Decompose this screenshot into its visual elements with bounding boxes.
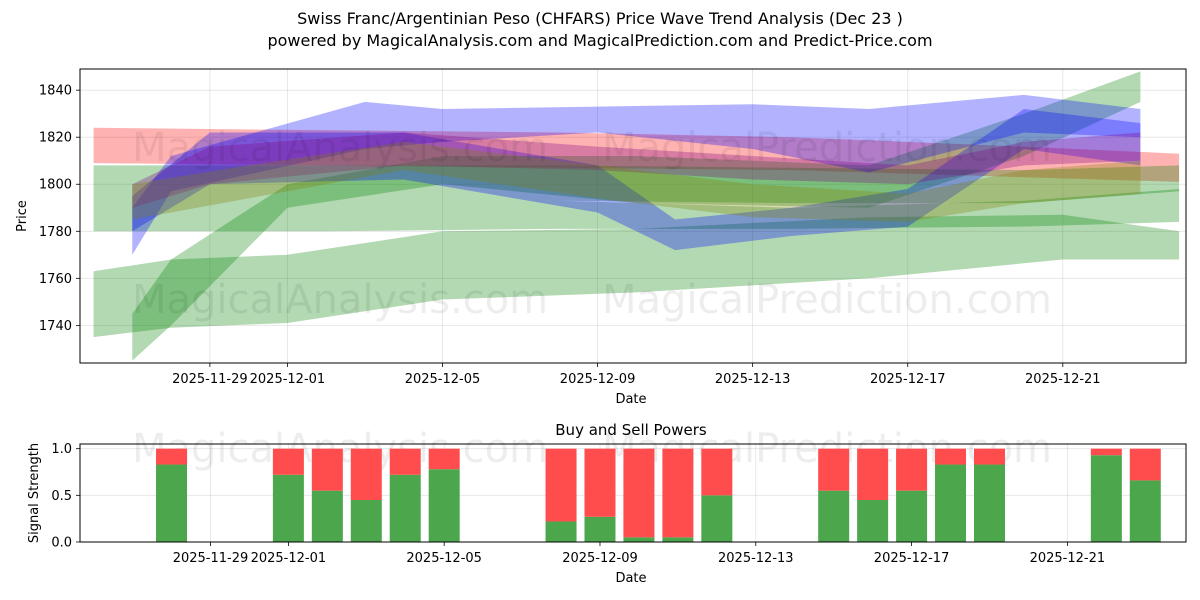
sell-bar xyxy=(389,448,421,475)
signal-x-axis-label: Date xyxy=(615,571,646,586)
sell-bar xyxy=(156,448,188,465)
signal-chart-title: Buy and Sell Powers xyxy=(555,421,707,439)
watermark-magical-analysis: MagicalAnalysis.com xyxy=(132,277,548,323)
signal-x-tick-label: 2025-12-01 xyxy=(251,551,327,566)
signal-plot-frame xyxy=(79,443,1187,543)
sell-bar xyxy=(1129,448,1161,481)
sell-bar xyxy=(701,448,733,496)
price-plot-frame xyxy=(79,68,1187,364)
price-y-tick-label: 1780 xyxy=(39,225,72,240)
price-y-tick-label: 1740 xyxy=(39,319,72,334)
watermark-magical-prediction: MagicalPrediction.com xyxy=(602,277,1052,323)
price-x-tick-label: 2025-12-01 xyxy=(250,372,326,387)
signal-x-tick-label: 2025-12-13 xyxy=(718,551,794,566)
price-y-axis-label: Price xyxy=(15,200,30,232)
buy-bar xyxy=(701,495,733,542)
chart-title-line2: powered by MagicalAnalysis.com and Magic… xyxy=(267,31,933,50)
price-x-tick-label: 2025-12-21 xyxy=(1025,372,1101,387)
sell-bar xyxy=(272,448,304,475)
sell-bar xyxy=(1090,448,1122,456)
price-band xyxy=(93,214,1180,338)
price-band xyxy=(93,127,1180,182)
buy-bar xyxy=(662,537,694,542)
sell-bar xyxy=(973,448,1005,465)
price-y-tick-label: 1840 xyxy=(39,84,72,99)
buy-bar xyxy=(935,464,967,542)
sell-bar xyxy=(545,448,577,522)
watermark-magical-prediction-top: MagicalPrediction.com xyxy=(602,125,1052,171)
chart-title-line1: Swiss Franc/Argentinian Peso (CHFARS) Pr… xyxy=(297,9,903,28)
buy-bar xyxy=(1090,455,1122,542)
price-x-tick-label: 2025-12-05 xyxy=(405,372,481,387)
buy-bar xyxy=(896,490,928,542)
price-x-axis-label: Date xyxy=(615,392,646,407)
price-band xyxy=(132,132,1141,208)
buy-bar xyxy=(272,474,304,542)
signal-y-axis-label: Signal Strength xyxy=(27,443,42,543)
price-y-tick-label: 1800 xyxy=(39,178,72,193)
price-band xyxy=(93,165,1180,204)
price-x-tick-label: 2025-12-13 xyxy=(715,372,791,387)
price-band xyxy=(132,94,1141,255)
buy-bar xyxy=(584,516,616,542)
price-x-tick-label: 2025-11-29 xyxy=(172,372,248,387)
buy-bar xyxy=(623,537,655,542)
sell-bar xyxy=(662,448,694,538)
buy-bar xyxy=(973,464,1005,542)
sell-bar xyxy=(623,448,655,538)
price-plot-area xyxy=(80,69,1186,363)
sell-bar xyxy=(896,448,928,491)
price-x-tick-label: 2025-12-09 xyxy=(560,372,636,387)
signal-x-tick-label: 2025-11-29 xyxy=(173,551,249,566)
buy-bar xyxy=(545,521,577,542)
buy-bar xyxy=(857,500,889,542)
price-band xyxy=(93,189,1180,232)
buy-bar xyxy=(350,500,382,542)
signal-x-tick-label: 2025-12-09 xyxy=(562,551,638,566)
price-y-tick-label: 1760 xyxy=(39,272,72,287)
sell-bar xyxy=(584,448,616,517)
signal-x-tick-label: 2025-12-21 xyxy=(1030,551,1106,566)
watermark-magical-analysis-top: MagicalAnalysis.com xyxy=(132,125,548,171)
sell-bar xyxy=(428,448,460,470)
buy-bar xyxy=(1129,480,1161,542)
buy-bar xyxy=(389,474,421,542)
sell-bar xyxy=(818,448,850,491)
sell-bar xyxy=(935,448,967,465)
price-band xyxy=(132,109,1141,251)
signal-x-tick-label: 2025-12-05 xyxy=(406,551,482,566)
buy-bar xyxy=(311,490,343,542)
price-band xyxy=(132,141,1141,222)
signal-y-tick-label: 0.5 xyxy=(51,489,72,504)
signal-y-tick-label: 1.0 xyxy=(51,442,72,457)
signal-x-tick-label: 2025-12-17 xyxy=(874,551,950,566)
buy-bar xyxy=(156,464,188,542)
sell-bar xyxy=(311,448,343,491)
buy-bar xyxy=(428,469,460,542)
buy-bar xyxy=(818,490,850,542)
signal-y-tick-label: 0.0 xyxy=(51,536,72,551)
price-y-tick-label: 1820 xyxy=(39,131,72,146)
sell-bar xyxy=(857,448,889,500)
sell-bar xyxy=(350,448,382,500)
price-x-tick-label: 2025-12-17 xyxy=(870,372,946,387)
